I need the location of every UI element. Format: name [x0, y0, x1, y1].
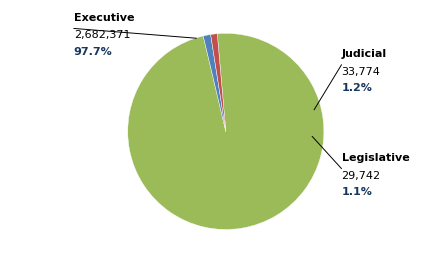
Text: Executive: Executive: [74, 12, 134, 22]
Text: Judicial: Judicial: [342, 49, 387, 59]
Text: 33,774: 33,774: [342, 67, 381, 76]
Wedge shape: [203, 35, 226, 132]
Text: 1.1%: 1.1%: [342, 187, 372, 197]
Text: 1.2%: 1.2%: [342, 83, 372, 93]
Wedge shape: [128, 34, 324, 230]
Text: 2,682,371: 2,682,371: [74, 30, 130, 40]
Text: 29,742: 29,742: [342, 170, 381, 180]
Text: 97.7%: 97.7%: [74, 47, 113, 57]
Wedge shape: [211, 35, 226, 132]
Text: Legislative: Legislative: [342, 152, 409, 162]
